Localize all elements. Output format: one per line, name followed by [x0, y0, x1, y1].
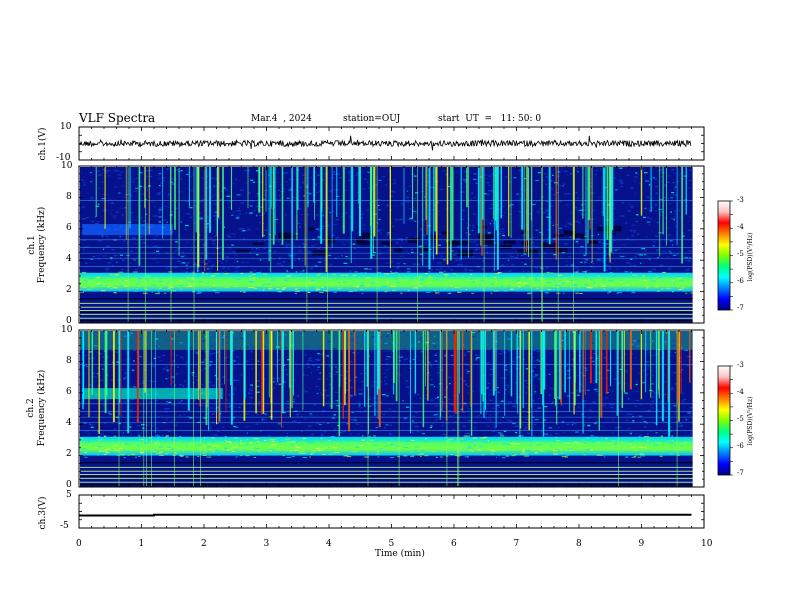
ch2-spectrogram-image — [80, 330, 704, 487]
ch3-waveform-line — [79, 513, 692, 517]
ch1-spec-ytick: 0 — [66, 316, 72, 326]
x-tick-label: 4 — [326, 539, 332, 549]
cb2-tick: -6 — [737, 442, 744, 450]
x-tick-label: 6 — [451, 539, 457, 549]
ch2-spec-ytick: 8 — [66, 356, 72, 366]
ch1-waveform-line — [78, 135, 692, 151]
cb1-tick: -7 — [737, 304, 744, 312]
station-label: station=OUJ — [343, 114, 401, 124]
chart-title: VLF Spectra — [79, 111, 156, 125]
cb1-tick: -6 — [737, 277, 744, 285]
ch1-spec-ytick: 10 — [61, 161, 73, 171]
colorbar-ch2 — [717, 365, 731, 476]
x-tick-label: 7 — [513, 539, 520, 549]
ch2-spec-ytick: 2 — [66, 449, 72, 459]
ch1-spectrogram-image — [80, 166, 704, 323]
ch2-spec-ytick: 6 — [66, 387, 72, 397]
ch2-spec-ytick: 0 — [66, 480, 72, 490]
x-tick-label: 8 — [576, 539, 582, 549]
x-tick-label: 9 — [638, 539, 645, 549]
cb1-tick: -4 — [737, 223, 744, 231]
axis-ticks — [78, 126, 705, 529]
x-tick-label: 10 — [701, 539, 713, 549]
ch2-spectrogram-panel — [78, 329, 705, 488]
ch1-spec-ytick: 2 — [66, 285, 72, 295]
x-tick-label: 2 — [201, 539, 207, 549]
ch1-spec-ytick: 4 — [66, 254, 72, 264]
ch3-waveform-frame — [78, 494, 705, 529]
x-tick-label: 0 — [76, 539, 82, 549]
cb1-tick: -3 — [737, 196, 744, 204]
ch1-spec-ytick: 6 — [66, 223, 72, 233]
ch1-ytick-top: 10 — [60, 122, 72, 132]
date-label: Mar.4 , 2024 — [251, 114, 312, 124]
ch1-waveform-panel — [78, 126, 705, 161]
colorbar-ch1 — [717, 200, 731, 311]
x-axis-label: Time (min) — [375, 549, 425, 559]
cb1-tick: -5 — [737, 250, 744, 258]
cb2-tick: -3 — [737, 361, 744, 369]
ch1-spectrogram-panel — [78, 165, 705, 324]
cb2-tick: -5 — [737, 415, 744, 423]
ch3-ytick-top: 5 — [66, 490, 72, 500]
ch2-spec-ytick: 4 — [66, 418, 72, 428]
ch1-spec-ytick: 8 — [66, 192, 72, 202]
cb2-tick: -7 — [737, 469, 744, 477]
x-tick-label: 1 — [138, 539, 145, 549]
ch3-waveform-panel — [78, 494, 705, 529]
ch3-ytick-bottom: -5 — [60, 521, 69, 531]
cb2-tick: -4 — [737, 388, 744, 396]
start-time-label: start UT = 11: 50: 0 — [438, 114, 542, 124]
ch1-ytick-bottom: -10 — [56, 153, 71, 163]
x-tick-label: 3 — [263, 539, 270, 549]
colorbar-ticks — [730, 200, 733, 476]
x-tick-label: 5 — [388, 539, 395, 549]
ch2-spec-ytick: 10 — [61, 325, 73, 335]
